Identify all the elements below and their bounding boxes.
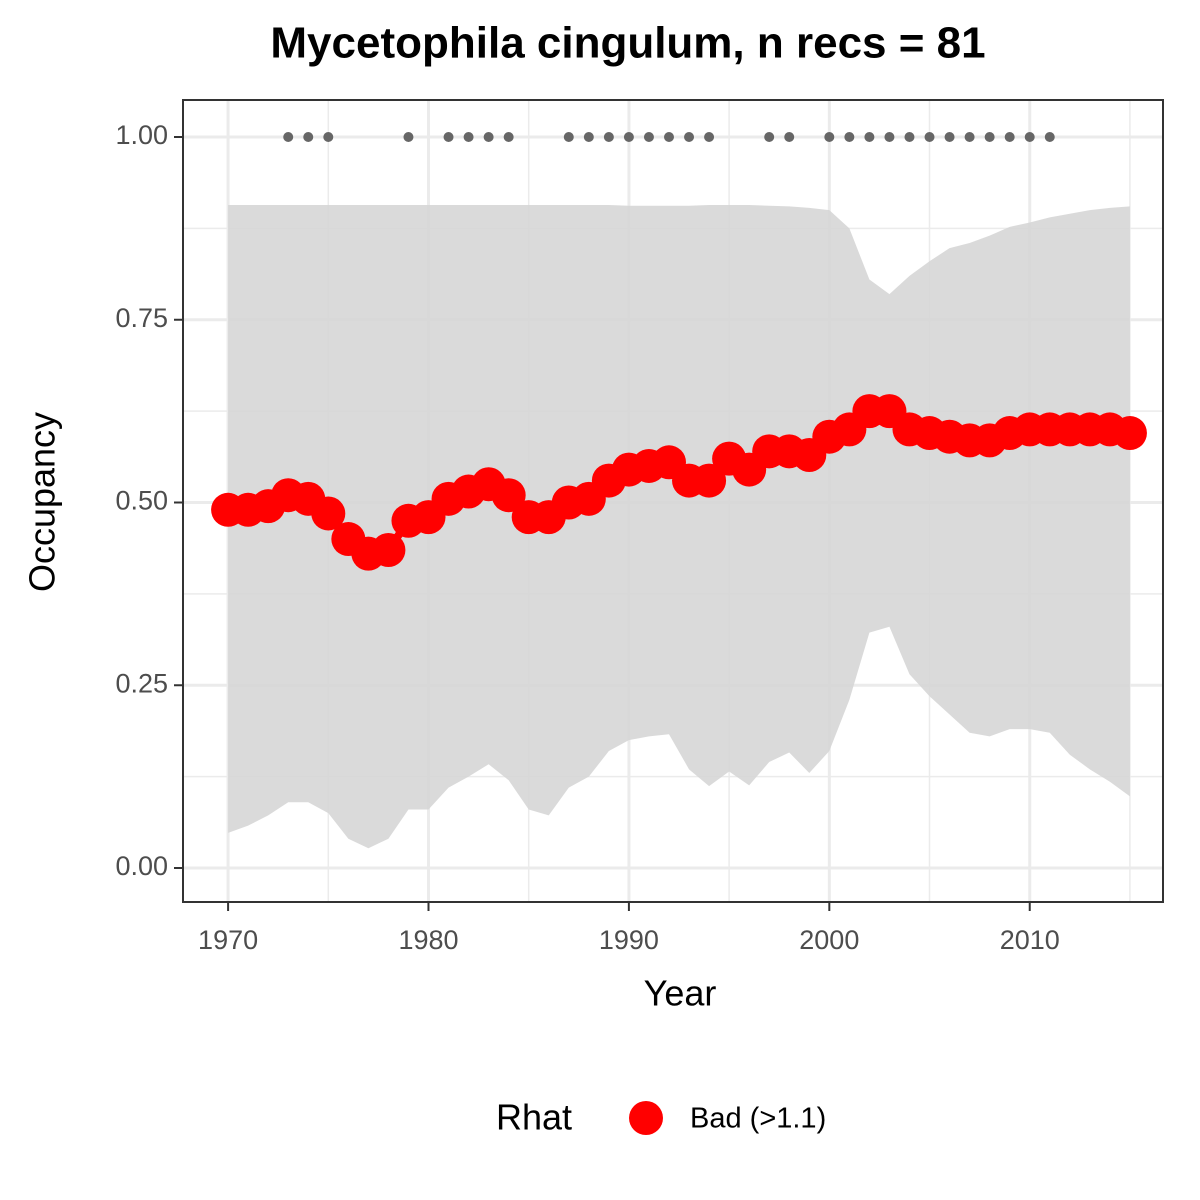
y-tick-label: 0.75 <box>115 303 168 333</box>
confidence-band <box>228 204 1130 849</box>
record-point <box>663 131 674 142</box>
record-point <box>784 131 795 142</box>
record-point <box>684 131 695 142</box>
point <box>371 533 406 568</box>
panel-border <box>182 99 1164 903</box>
legend-title: Rhat <box>496 1097 572 1138</box>
y-axis-title: Occupancy <box>22 412 63 592</box>
record-point <box>904 131 915 142</box>
record-point <box>1004 131 1015 142</box>
point <box>692 463 727 498</box>
record-point <box>583 131 594 142</box>
x-tick-label: 1970 <box>198 925 258 955</box>
record-point <box>283 131 294 142</box>
x-tick-label: 1990 <box>599 925 659 955</box>
record-point <box>323 131 334 142</box>
point <box>311 496 346 531</box>
record-point <box>704 131 715 142</box>
record-point <box>984 131 995 142</box>
point <box>491 478 526 513</box>
legend-label: Bad (>1.1) <box>690 1103 826 1135</box>
record-point <box>403 131 414 142</box>
record-point <box>824 131 835 142</box>
record-point <box>844 131 855 142</box>
record-point <box>643 131 654 142</box>
y-tick-label: 0.50 <box>115 486 168 516</box>
record-point <box>964 131 975 142</box>
record-point <box>944 131 955 142</box>
record-point <box>1044 131 1055 142</box>
record-point <box>463 131 474 142</box>
record-point <box>303 131 314 142</box>
legend-swatch <box>629 1101 663 1135</box>
x-tick-label: 2010 <box>1000 925 1060 955</box>
chart-title: Mycetophila cingulum, n recs = 81 <box>270 19 985 68</box>
record-point <box>563 131 574 142</box>
x-tick-label: 1980 <box>398 925 458 955</box>
x-axis-title: Year <box>644 973 717 1014</box>
record-point <box>603 131 614 142</box>
record-point <box>483 131 494 142</box>
record-point <box>924 131 935 142</box>
y-tick-label: 0.00 <box>115 851 168 881</box>
record-point <box>884 131 895 142</box>
record-point <box>1024 131 1035 142</box>
record-point <box>764 131 775 142</box>
y-tick-label: 1.00 <box>115 120 168 150</box>
y-tick-label: 0.25 <box>115 668 168 698</box>
record-point <box>443 131 454 142</box>
record-point <box>864 131 875 142</box>
x-tick-label: 2000 <box>799 925 859 955</box>
record-point <box>623 131 634 142</box>
point <box>1112 416 1147 451</box>
record-point <box>503 131 514 142</box>
